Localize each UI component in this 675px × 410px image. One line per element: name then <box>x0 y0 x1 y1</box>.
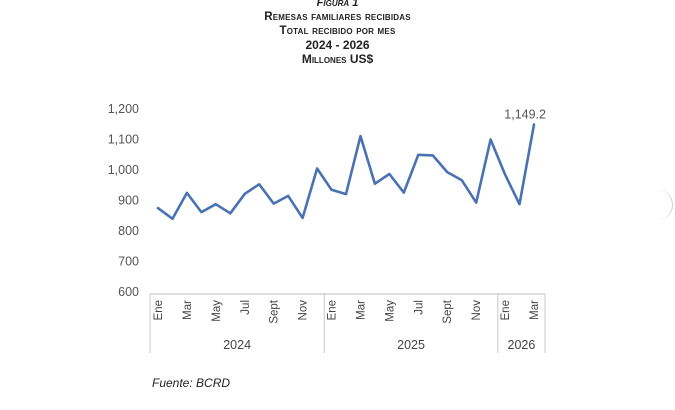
year-label: 2026 <box>508 338 536 352</box>
year-label: 2025 <box>397 338 425 352</box>
y-tick-label: 1,000 <box>108 163 139 177</box>
x-tick-label: Sept <box>269 299 281 323</box>
page-edge-decoration <box>658 190 673 220</box>
chart-title-block: Figura 1 Remesas familiares recibidas To… <box>0 0 675 66</box>
x-tick-label: Mar <box>182 300 194 320</box>
x-tick-label: Ene <box>500 300 512 320</box>
y-tick-label: 600 <box>118 285 139 299</box>
x-tick-label: Jul <box>240 300 252 315</box>
data-label: 1,149.2 <box>504 107 546 121</box>
year-label: 2024 <box>223 338 251 352</box>
x-tick-label: Nov <box>471 300 483 321</box>
y-tick-label: 900 <box>118 194 139 208</box>
x-tick-label: Sept <box>442 299 454 323</box>
y-tick-label: 1,200 <box>108 102 139 116</box>
figure-label: Figura 1 <box>316 0 359 9</box>
x-tick-label: Jul <box>413 300 425 315</box>
y-tick-label: 700 <box>118 255 139 269</box>
y-tick-label: 1,100 <box>108 133 139 147</box>
chart-subtitle: Total recibido por mes <box>279 25 396 37</box>
x-tick-label: May <box>211 300 223 322</box>
x-tick-label: Mar <box>529 300 541 320</box>
x-tick-label: Ene <box>153 300 165 320</box>
chart-title: Remesas familiares recibidas <box>264 11 411 23</box>
source-note: Fuente: BCRD <box>152 376 231 390</box>
chart-period: 2024 - 2026 <box>305 38 370 52</box>
y-tick-label: 800 <box>118 224 139 238</box>
x-tick-label: Ene <box>327 300 339 320</box>
x-tick-label: Mar <box>355 300 367 320</box>
series-line <box>156 123 536 221</box>
x-tick-label: May <box>384 300 396 322</box>
chart-units: Millones US$ <box>301 52 374 66</box>
x-tick-label: Nov <box>298 300 310 321</box>
